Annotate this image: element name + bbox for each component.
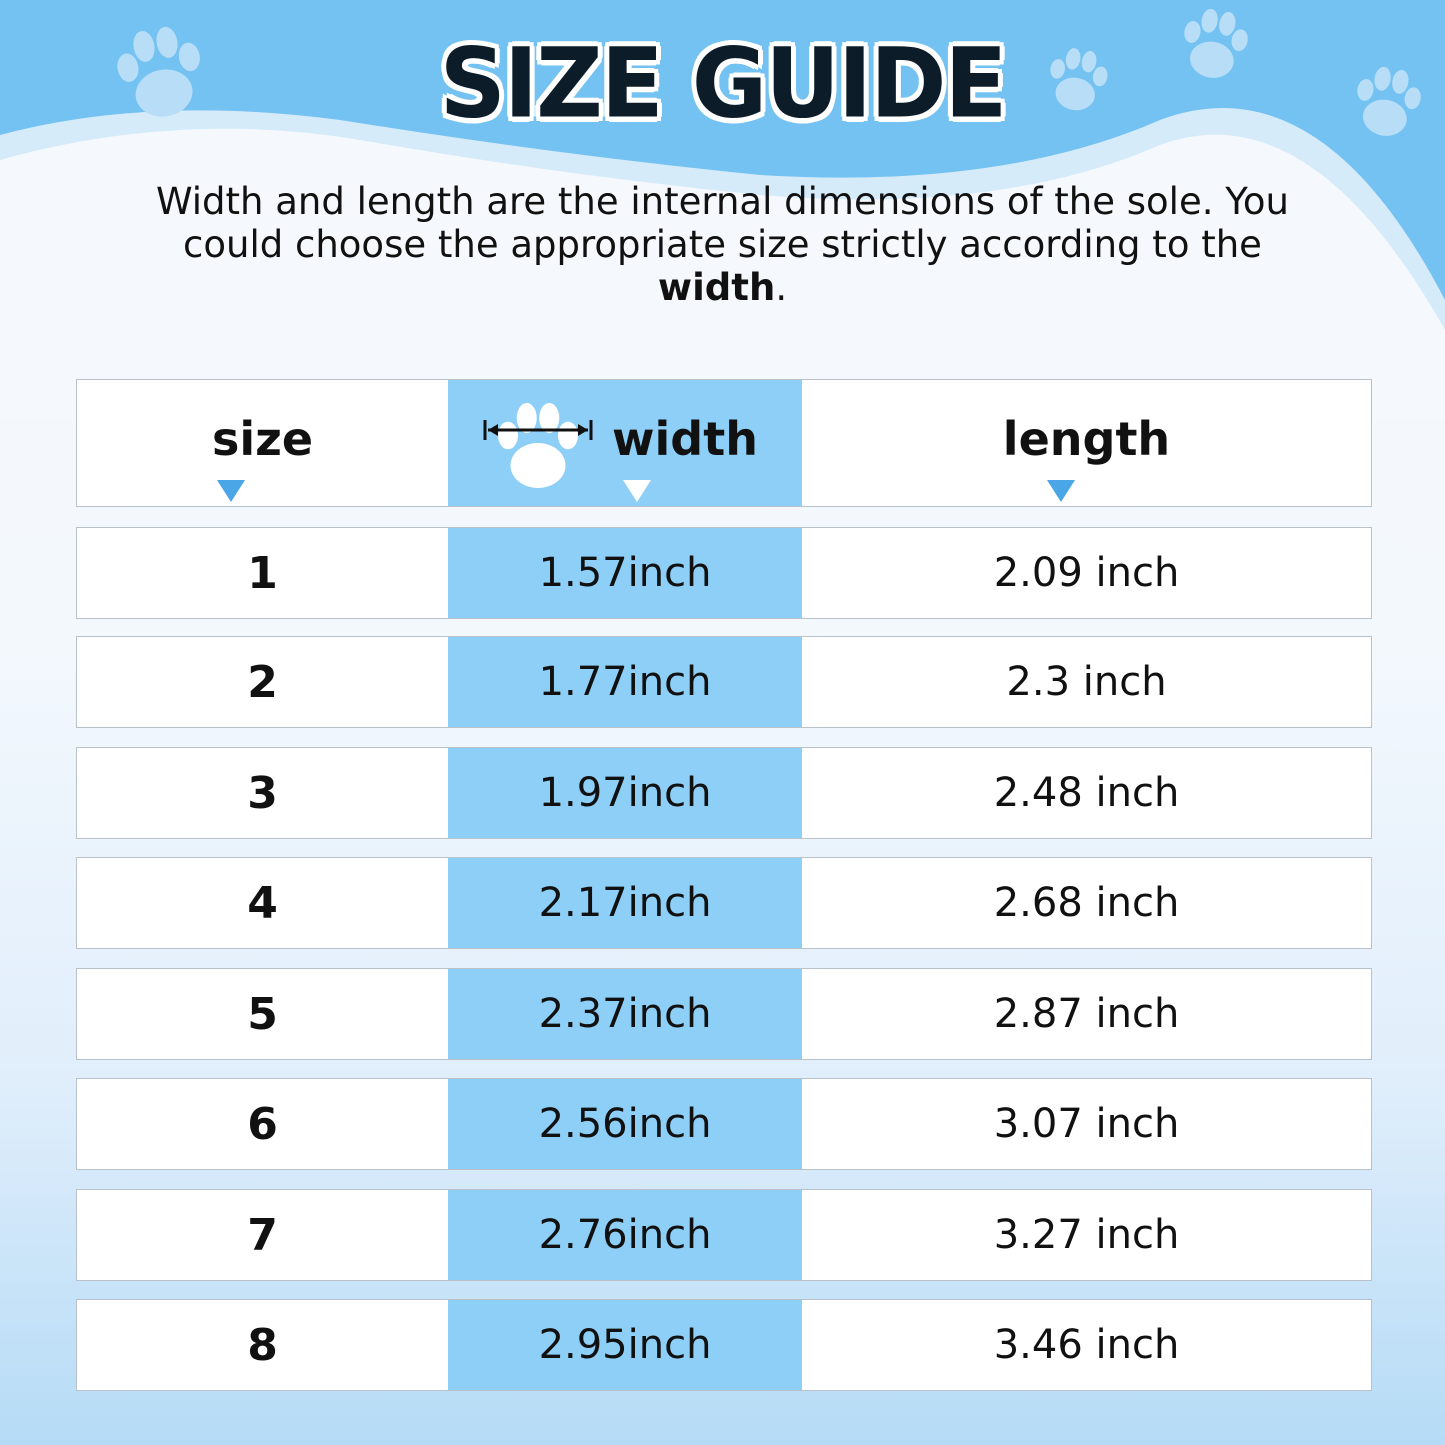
- cell-size: 7: [247, 1209, 278, 1261]
- cell-size: 8: [247, 1319, 278, 1371]
- table-row: 3 1.97inch 2.48 inch: [76, 747, 1372, 839]
- header-size: size: [77, 380, 448, 506]
- cell-length: 3.07 inch: [993, 1101, 1180, 1147]
- cell-size: 2: [247, 656, 278, 708]
- intro-bold-word: width: [657, 266, 776, 309]
- table-row: 4 2.17inch 2.68 inch: [76, 857, 1372, 949]
- table-row: 6 2.56inch 3.07 inch: [76, 1078, 1372, 1170]
- table-header: size width length: [76, 379, 1372, 507]
- cell-size: 4: [247, 877, 278, 929]
- paw-with-width-arrow-icon: [483, 403, 593, 488]
- table-row: 1 1.57inch 2.09 inch: [76, 527, 1372, 619]
- cell-length: 2.87 inch: [993, 991, 1180, 1037]
- cell-size: 3: [247, 767, 278, 819]
- header-width: width: [448, 380, 802, 506]
- intro-text-part: Width and length are the internal dimens…: [156, 180, 1289, 266]
- triangle-down-icon: [1047, 480, 1075, 502]
- cell-width: 2.37inch: [448, 969, 802, 1059]
- triangle-down-icon: [623, 480, 651, 502]
- cell-width: 1.97inch: [448, 748, 802, 838]
- cell-length: 2.09 inch: [993, 550, 1180, 596]
- cell-width: 2.17inch: [448, 858, 802, 948]
- intro-text-end: .: [775, 266, 788, 309]
- header-background: [0, 0, 1445, 420]
- intro-text: Width and length are the internal dimens…: [150, 180, 1295, 309]
- cell-width: 1.57inch: [448, 528, 802, 618]
- header-length-label: length: [1002, 412, 1171, 466]
- cell-size: 6: [247, 1098, 278, 1150]
- table-row: 7 2.76inch 3.27 inch: [76, 1189, 1372, 1281]
- cell-length: 3.46 inch: [993, 1322, 1180, 1368]
- header-length: length: [802, 380, 1371, 506]
- table-row: 8 2.95inch 3.46 inch: [76, 1299, 1372, 1391]
- cell-width: 1.77inch: [448, 637, 802, 727]
- header-size-label: size: [211, 412, 314, 466]
- cell-size: 1: [247, 547, 278, 599]
- header-width-label: width: [612, 412, 758, 466]
- cell-length: 2.68 inch: [993, 880, 1180, 926]
- page-title: SIZE GUIDE: [439, 27, 1008, 140]
- cell-width: 2.95inch: [448, 1300, 802, 1390]
- table-row: 5 2.37inch 2.87 inch: [76, 968, 1372, 1060]
- cell-length: 3.27 inch: [993, 1212, 1180, 1258]
- table-row: 2 1.77inch 2.3 inch: [76, 636, 1372, 728]
- cell-size: 5: [247, 988, 278, 1040]
- cell-length: 2.3 inch: [1006, 659, 1167, 705]
- triangle-down-icon: [217, 480, 245, 502]
- cell-width: 2.56inch: [448, 1079, 802, 1169]
- cell-length: 2.48 inch: [993, 770, 1180, 816]
- cell-width: 2.76inch: [448, 1190, 802, 1280]
